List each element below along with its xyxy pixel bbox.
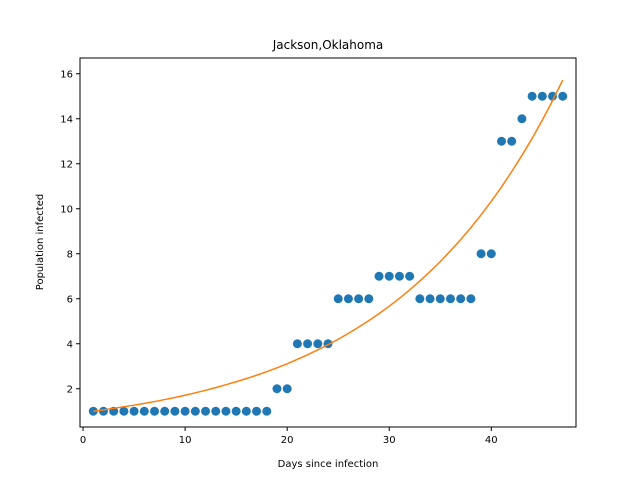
data-point xyxy=(354,294,364,304)
data-point xyxy=(282,384,292,394)
data-point xyxy=(517,114,527,124)
y-tick-label: 8 xyxy=(67,249,73,260)
fit-line xyxy=(93,79,564,412)
data-point xyxy=(537,91,547,101)
data-point xyxy=(343,294,353,304)
data-point xyxy=(129,406,139,416)
data-point xyxy=(252,406,262,416)
x-tick-label: 10 xyxy=(179,435,192,446)
x-axis: 0 10 20 30 40 xyxy=(80,427,498,446)
data-point xyxy=(313,339,323,349)
y-tick-label: 16 xyxy=(60,69,73,80)
data-point xyxy=(98,406,108,416)
data-point xyxy=(272,384,282,394)
data-point xyxy=(201,406,211,416)
data-point xyxy=(241,406,251,416)
data-point xyxy=(333,294,343,304)
data-point xyxy=(139,406,149,416)
data-point xyxy=(211,406,221,416)
y-tick-label: 10 xyxy=(60,204,73,215)
data-point xyxy=(415,294,425,304)
data-point xyxy=(150,406,160,416)
y-axis: 2 4 6 8 10 12 14 16 xyxy=(60,69,80,395)
x-tick-label: 30 xyxy=(383,435,396,446)
x-tick-label: 0 xyxy=(80,435,86,446)
data-point xyxy=(384,271,394,281)
y-tick-label: 4 xyxy=(67,339,73,350)
series-layer xyxy=(88,79,568,416)
data-point xyxy=(445,294,455,304)
data-point xyxy=(466,294,476,304)
data-point xyxy=(88,406,98,416)
data-point xyxy=(160,406,170,416)
data-point xyxy=(435,294,445,304)
data-point xyxy=(486,249,496,259)
data-point xyxy=(405,271,415,281)
data-point xyxy=(548,91,558,101)
data-point xyxy=(496,136,506,146)
data-point xyxy=(221,406,231,416)
y-axis-label: Population infected xyxy=(35,194,46,290)
data-point xyxy=(364,294,374,304)
data-point xyxy=(170,406,180,416)
data-point xyxy=(292,339,302,349)
data-point xyxy=(303,339,313,349)
x-tick-label: 20 xyxy=(281,435,294,446)
x-axis-label: Days since infection xyxy=(278,459,379,470)
data-point xyxy=(231,406,241,416)
data-point xyxy=(476,249,486,259)
chart-title: Jackson,Oklahoma xyxy=(272,38,384,52)
data-point xyxy=(262,406,272,416)
data-point xyxy=(456,294,466,304)
data-point xyxy=(507,136,517,146)
data-point xyxy=(190,406,200,416)
data-point xyxy=(374,271,384,281)
data-point xyxy=(180,406,190,416)
x-tick-label: 40 xyxy=(485,435,498,446)
data-point xyxy=(119,406,129,416)
y-tick-label: 6 xyxy=(67,294,73,305)
y-tick-label: 14 xyxy=(60,114,73,125)
data-point xyxy=(527,91,537,101)
data-point xyxy=(558,91,568,101)
y-tick-label: 12 xyxy=(60,159,73,170)
data-point xyxy=(394,271,404,281)
axes-frame xyxy=(79,57,577,428)
y-tick-label: 2 xyxy=(67,384,73,395)
data-point xyxy=(425,294,435,304)
